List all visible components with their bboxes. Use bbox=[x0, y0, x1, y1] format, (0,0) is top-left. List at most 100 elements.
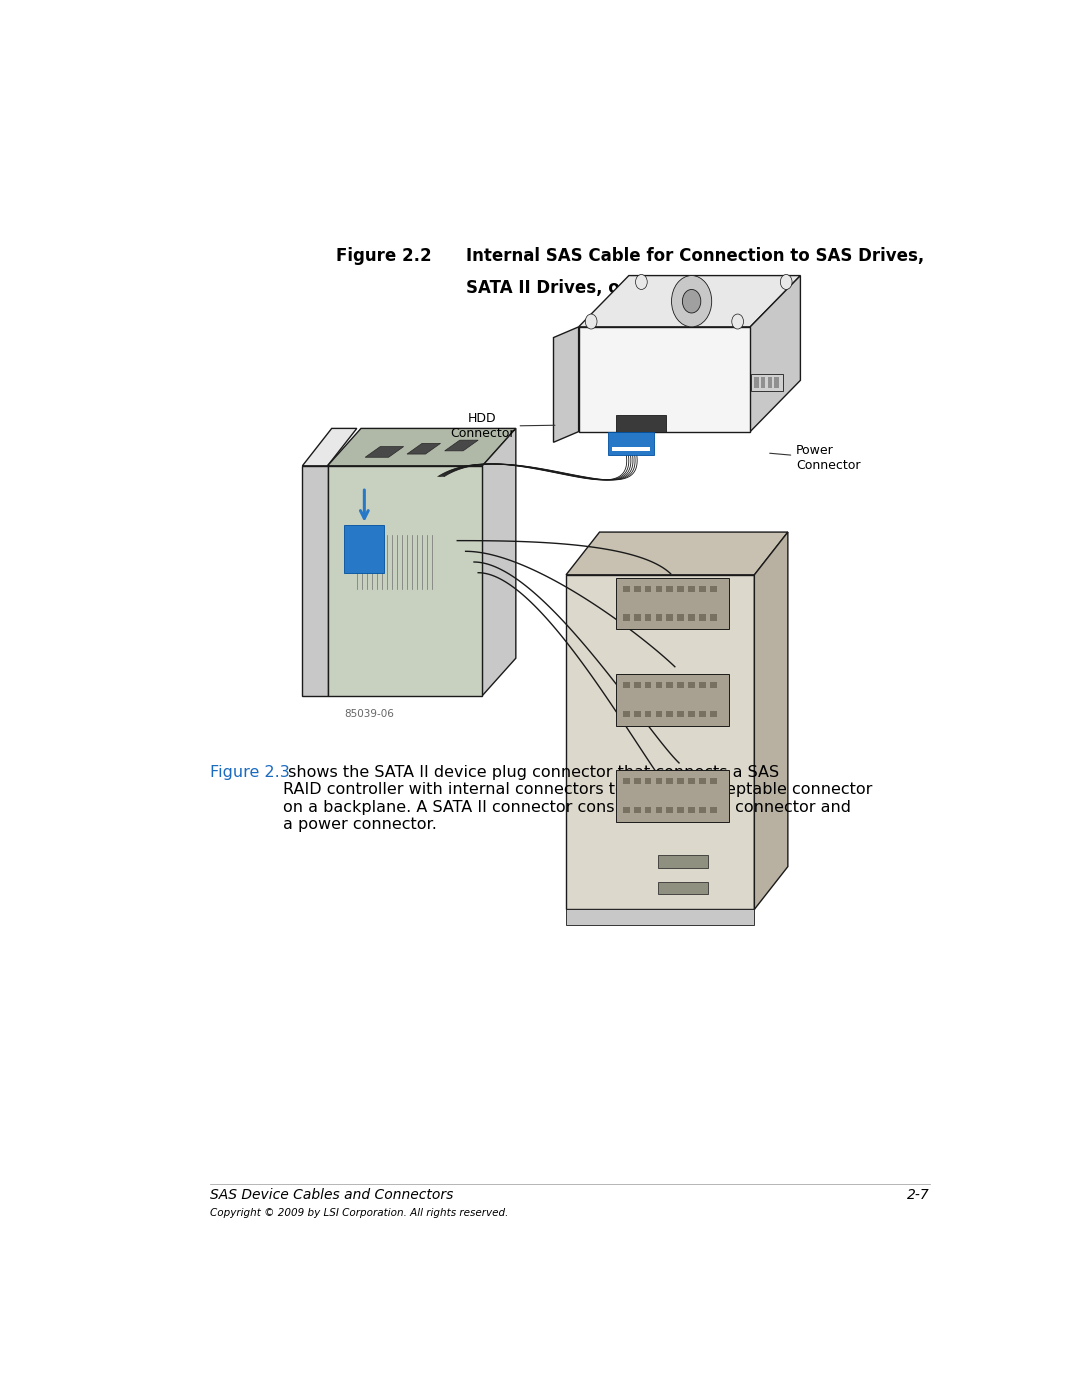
Bar bbox=[768, 378, 772, 387]
Bar bbox=[634, 586, 640, 591]
Bar bbox=[623, 777, 630, 784]
Bar bbox=[645, 711, 651, 718]
Text: Power
Connector: Power Connector bbox=[770, 444, 861, 472]
Text: Figure 2.3: Figure 2.3 bbox=[211, 765, 291, 780]
Bar bbox=[677, 711, 684, 718]
Bar bbox=[666, 806, 673, 813]
Text: Figure 2.2: Figure 2.2 bbox=[336, 247, 432, 265]
Polygon shape bbox=[302, 429, 356, 466]
Polygon shape bbox=[554, 328, 579, 443]
Bar bbox=[666, 777, 673, 784]
Polygon shape bbox=[751, 276, 800, 432]
Bar bbox=[677, 806, 684, 813]
Polygon shape bbox=[302, 466, 327, 695]
Bar bbox=[677, 615, 684, 620]
Bar bbox=[656, 615, 662, 620]
Bar bbox=[710, 615, 717, 620]
Bar bbox=[688, 682, 694, 688]
Bar bbox=[677, 777, 684, 784]
Text: HDD
Connector: HDD Connector bbox=[450, 412, 555, 440]
Bar bbox=[623, 615, 630, 620]
Bar bbox=[688, 806, 694, 813]
Bar bbox=[617, 577, 729, 629]
Polygon shape bbox=[754, 532, 787, 909]
Bar bbox=[699, 777, 706, 784]
Bar bbox=[688, 777, 694, 784]
Bar bbox=[699, 682, 706, 688]
Bar bbox=[688, 711, 694, 718]
Bar bbox=[634, 615, 640, 620]
Circle shape bbox=[781, 275, 792, 290]
Bar bbox=[656, 711, 662, 718]
Text: SAS Device Cables and Connectors: SAS Device Cables and Connectors bbox=[211, 1188, 454, 1202]
Text: SATA II Drives, or Both: SATA II Drives, or Both bbox=[465, 279, 677, 297]
Bar bbox=[666, 682, 673, 688]
Bar bbox=[656, 586, 662, 591]
Polygon shape bbox=[579, 328, 751, 432]
Bar bbox=[623, 682, 630, 688]
Bar bbox=[761, 378, 766, 387]
Bar bbox=[677, 586, 684, 591]
Bar bbox=[754, 378, 758, 387]
Text: Internal SAS Cable for Connection to SAS Drives,: Internal SAS Cable for Connection to SAS… bbox=[465, 247, 923, 265]
Bar bbox=[608, 432, 654, 455]
Bar bbox=[699, 615, 706, 620]
Polygon shape bbox=[445, 440, 478, 451]
Polygon shape bbox=[365, 447, 404, 457]
Polygon shape bbox=[566, 532, 787, 575]
Circle shape bbox=[585, 314, 597, 329]
Bar bbox=[645, 682, 651, 688]
Polygon shape bbox=[566, 909, 754, 926]
Bar bbox=[634, 711, 640, 718]
Bar bbox=[699, 586, 706, 591]
Circle shape bbox=[672, 276, 712, 328]
Text: 2-7: 2-7 bbox=[907, 1188, 930, 1202]
Bar bbox=[666, 615, 673, 620]
Text: Copyright © 2009 by LSI Corporation. All rights reserved.: Copyright © 2009 by LSI Corporation. All… bbox=[211, 1208, 509, 1217]
Bar bbox=[710, 711, 717, 718]
Bar bbox=[666, 711, 673, 718]
Bar bbox=[666, 586, 673, 591]
Bar bbox=[751, 373, 783, 391]
Bar bbox=[623, 806, 630, 813]
Bar bbox=[634, 682, 640, 688]
Bar bbox=[617, 415, 666, 432]
Bar bbox=[656, 806, 662, 813]
Polygon shape bbox=[579, 276, 800, 328]
Bar bbox=[688, 615, 694, 620]
Bar bbox=[699, 711, 706, 718]
Circle shape bbox=[732, 314, 743, 329]
Bar bbox=[617, 770, 729, 822]
Circle shape bbox=[635, 275, 647, 290]
Bar bbox=[658, 881, 708, 894]
Bar bbox=[645, 586, 651, 591]
Bar bbox=[710, 586, 717, 591]
Bar bbox=[617, 675, 729, 726]
Bar bbox=[656, 777, 662, 784]
Polygon shape bbox=[483, 429, 516, 695]
Text: 85039-06: 85039-06 bbox=[345, 709, 394, 719]
Polygon shape bbox=[327, 466, 483, 695]
Bar bbox=[645, 615, 651, 620]
Bar bbox=[710, 806, 717, 813]
Bar bbox=[634, 777, 640, 784]
Bar bbox=[710, 682, 717, 688]
Bar bbox=[688, 586, 694, 591]
Polygon shape bbox=[407, 443, 441, 454]
Bar bbox=[710, 777, 717, 784]
Bar bbox=[699, 806, 706, 813]
Bar bbox=[677, 682, 684, 688]
Bar bbox=[645, 777, 651, 784]
Bar bbox=[645, 806, 651, 813]
Bar bbox=[623, 711, 630, 718]
Bar bbox=[634, 806, 640, 813]
Polygon shape bbox=[327, 429, 516, 466]
Text: shows the SATA II device plug connector that connects a SAS
RAID controller with: shows the SATA II device plug connector … bbox=[283, 765, 873, 833]
Polygon shape bbox=[566, 575, 754, 909]
Bar bbox=[612, 447, 650, 451]
Bar bbox=[345, 525, 384, 573]
Circle shape bbox=[683, 290, 701, 312]
Bar bbox=[623, 586, 630, 591]
Bar bbox=[774, 378, 779, 387]
Bar bbox=[658, 855, 708, 868]
